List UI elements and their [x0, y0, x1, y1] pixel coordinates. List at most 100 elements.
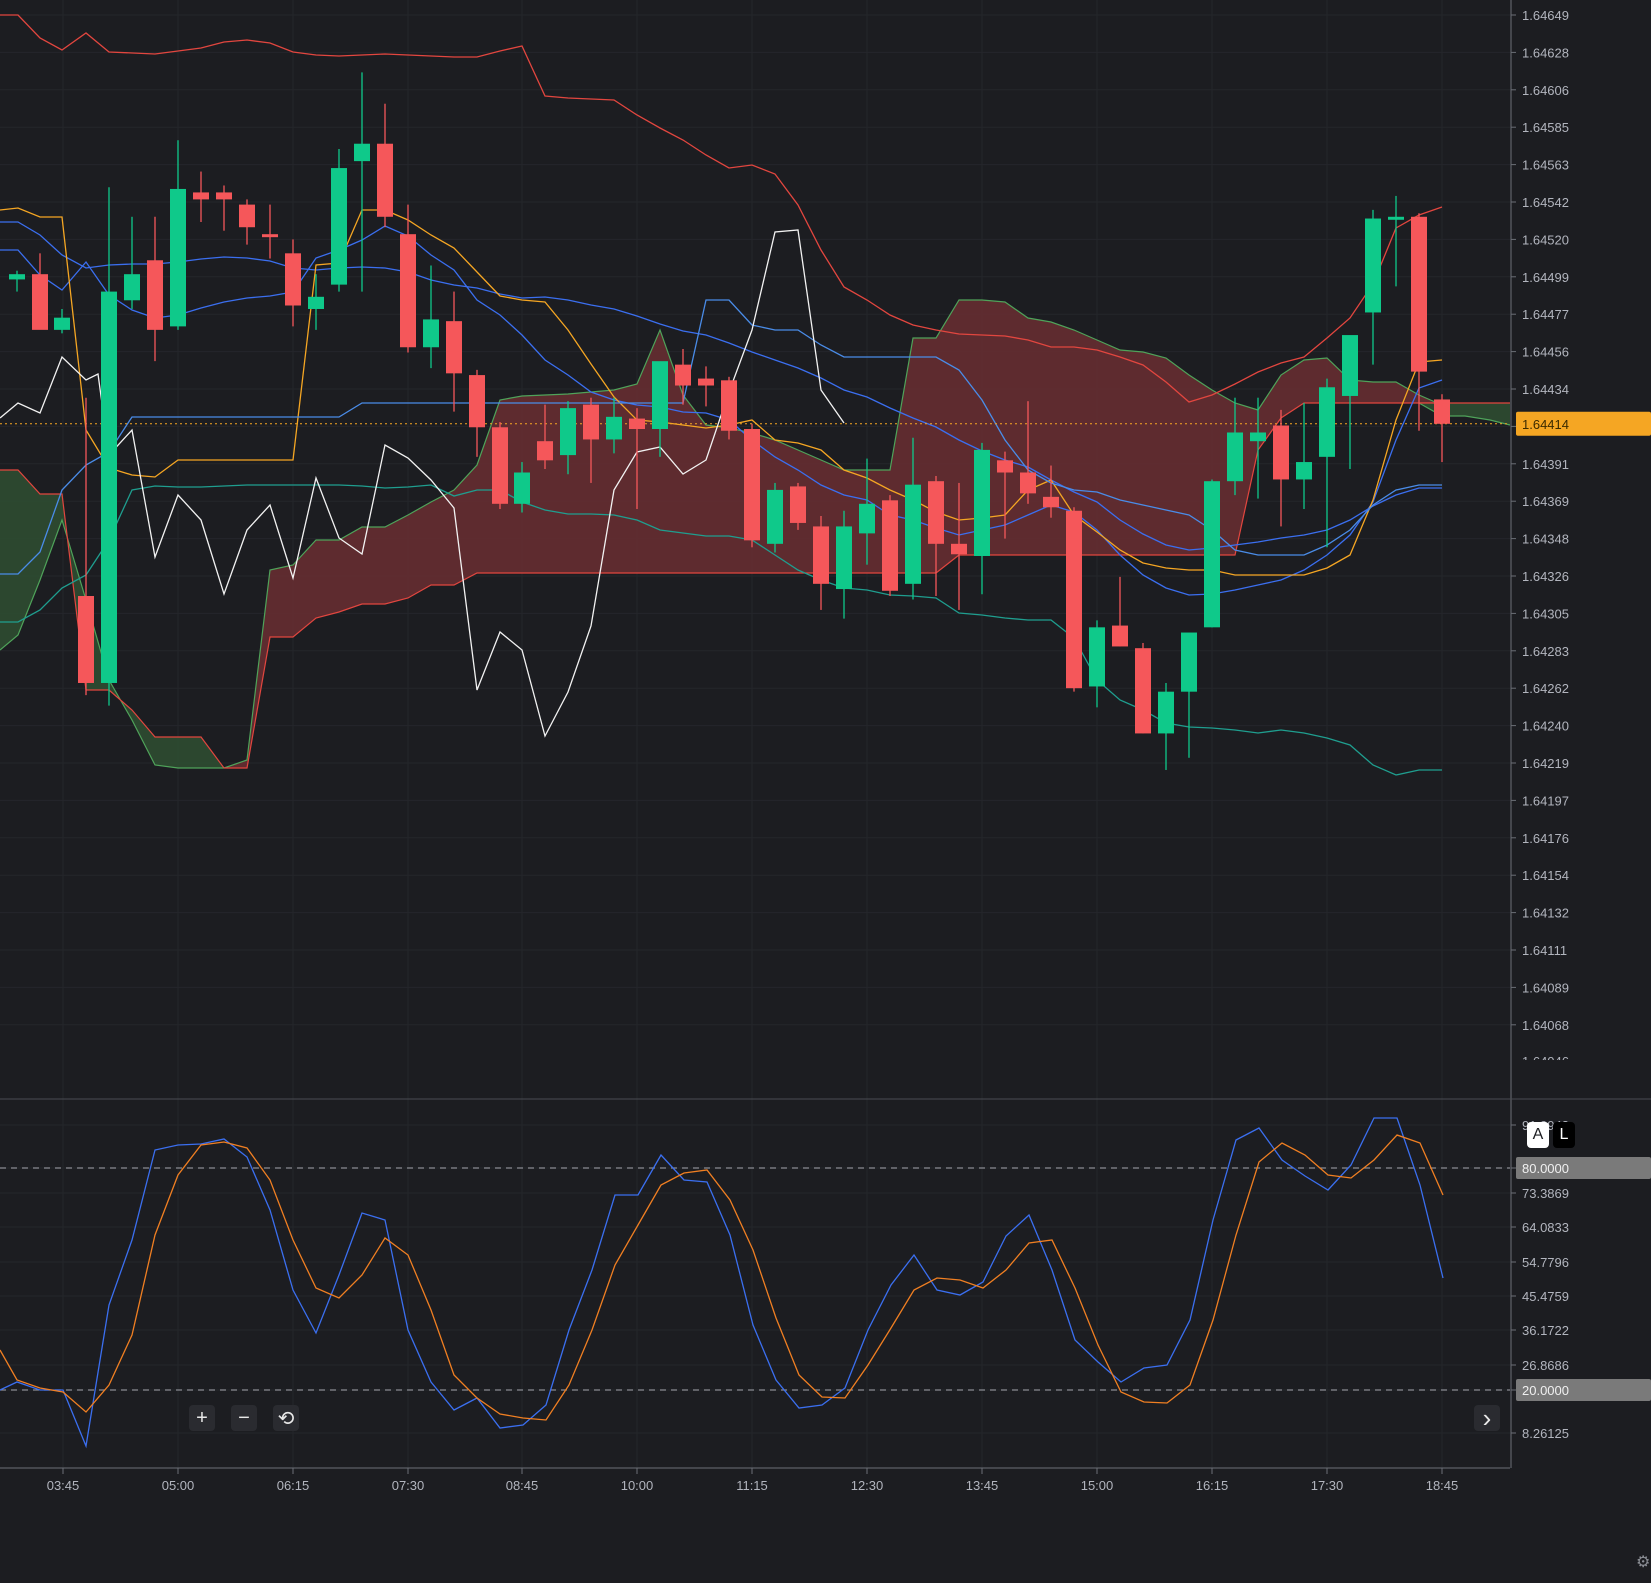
price-tick: 1.64563 — [1522, 158, 1569, 173]
candle[interactable] — [767, 482, 783, 553]
candle[interactable] — [1342, 335, 1358, 470]
candle[interactable] — [905, 437, 921, 600]
candle[interactable] — [1296, 402, 1312, 510]
svg-text:36.1722: 36.1722 — [1522, 1323, 1569, 1338]
candle[interactable] — [331, 148, 347, 292]
candle[interactable] — [698, 366, 714, 407]
candle[interactable] — [78, 397, 94, 696]
candle[interactable] — [54, 308, 70, 334]
candle[interactable] — [1089, 620, 1105, 708]
scroll-right-button[interactable]: › — [1474, 1403, 1500, 1433]
settings-gear-icon[interactable]: ⚙ — [1636, 1554, 1651, 1571]
bollinger-mid-line — [0, 221, 1442, 551]
candle[interactable] — [400, 204, 416, 353]
candle[interactable] — [951, 482, 967, 610]
candle[interactable] — [1204, 479, 1220, 628]
price-axis[interactable]: 1.64649 1.64628 1.64606 1.64585 1.64563 1.645… — [1511, 8, 1651, 1072]
candle[interactable] — [1434, 394, 1450, 463]
ma-fast-line — [0, 225, 1443, 596]
candle[interactable] — [1020, 401, 1036, 504]
svg-text:20.0000: 20.0000 — [1522, 1383, 1569, 1398]
svg-text:80.0000: 80.0000 — [1522, 1161, 1569, 1176]
price-tick: 1.64240 — [1522, 719, 1569, 734]
candle[interactable] — [423, 265, 439, 369]
zoom-out-button[interactable]: − — [231, 1405, 257, 1431]
candle[interactable] — [262, 204, 278, 259]
candle[interactable] — [1365, 209, 1381, 365]
candle[interactable] — [721, 376, 737, 440]
candle[interactable] — [101, 187, 117, 706]
candle[interactable] — [629, 408, 645, 510]
candle[interactable] — [790, 482, 806, 530]
price-tick: 1.64283 — [1522, 644, 1569, 659]
candle[interactable] — [1411, 213, 1427, 431]
candle[interactable] — [928, 475, 944, 597]
candle[interactable] — [9, 270, 25, 292]
candle[interactable] — [170, 140, 186, 330]
candlesticks — [9, 72, 1450, 770]
candle[interactable] — [560, 401, 576, 475]
candle[interactable] — [514, 462, 530, 513]
candle[interactable] — [308, 274, 324, 330]
time-axis[interactable]: 03:45 05:00 06:15 07:30 08:45 10:00 11:15 12:30… — [47, 1468, 1459, 1493]
svg-text:45.4759: 45.4759 — [1522, 1289, 1569, 1304]
price-tick: 1.64068 — [1522, 1018, 1569, 1033]
bollinger-upper-line — [0, 14, 1443, 403]
reset-zoom-button[interactable]: ⟲ — [273, 1405, 299, 1431]
candle[interactable] — [974, 442, 990, 595]
price-tick: 1.64434 — [1522, 382, 1569, 397]
candle[interactable] — [1250, 397, 1266, 499]
candle[interactable] — [1135, 642, 1151, 734]
candle[interactable] — [1043, 465, 1059, 518]
ichimoku-cloud — [0, 299, 1511, 769]
svg-text:26.8686: 26.8686 — [1522, 1358, 1569, 1373]
candle[interactable] — [813, 515, 829, 610]
candle[interactable] — [1112, 576, 1128, 647]
candle[interactable] — [1181, 632, 1197, 758]
candle[interactable] — [32, 253, 48, 330]
candle[interactable] — [469, 369, 485, 457]
price-tick: 1.64477 — [1522, 307, 1569, 322]
candle[interactable] — [675, 348, 691, 405]
price-tick: 1.64305 — [1522, 606, 1569, 621]
candle[interactable] — [997, 451, 1013, 539]
time-tick: 07:30 — [392, 1478, 425, 1493]
time-tick: 05:00 — [162, 1478, 195, 1493]
zoom-in-button[interactable]: + — [189, 1405, 215, 1431]
candle[interactable] — [583, 397, 599, 483]
stochastic-lines — [0, 1117, 1444, 1449]
candle[interactable] — [836, 510, 852, 619]
log-scale-button[interactable]: L — [1553, 1122, 1575, 1148]
price-tick: 1.64197 — [1522, 793, 1569, 808]
candle[interactable] — [239, 199, 255, 245]
candle[interactable] — [354, 72, 370, 292]
candle[interactable] — [1227, 397, 1243, 496]
candle[interactable] — [1319, 378, 1335, 548]
candle[interactable] — [377, 103, 393, 228]
candle[interactable] — [652, 361, 668, 457]
candle[interactable] — [537, 404, 553, 470]
candle[interactable] — [859, 458, 875, 565]
candle[interactable] — [1066, 507, 1082, 692]
time-tick: 17:30 — [1311, 1478, 1344, 1493]
candle[interactable] — [492, 422, 508, 510]
candle[interactable] — [147, 216, 163, 362]
candle[interactable] — [285, 239, 301, 327]
price-tick: 1.64262 — [1522, 681, 1569, 696]
candle[interactable] — [124, 216, 140, 309]
candle[interactable] — [193, 171, 209, 223]
candle[interactable] — [216, 185, 232, 231]
stoch-d-line — [0, 1134, 1444, 1421]
candle[interactable] — [606, 397, 622, 454]
svg-text:8.26125: 8.26125 — [1522, 1426, 1569, 1441]
candle[interactable] — [882, 495, 898, 597]
auto-scale-button[interactable]: A — [1527, 1122, 1549, 1148]
candle[interactable] — [1273, 409, 1289, 527]
time-tick: 12:30 — [851, 1478, 884, 1493]
candle[interactable] — [446, 291, 462, 412]
candle[interactable] — [744, 423, 760, 548]
candle[interactable] — [1388, 195, 1404, 287]
candle[interactable] — [1158, 682, 1174, 770]
